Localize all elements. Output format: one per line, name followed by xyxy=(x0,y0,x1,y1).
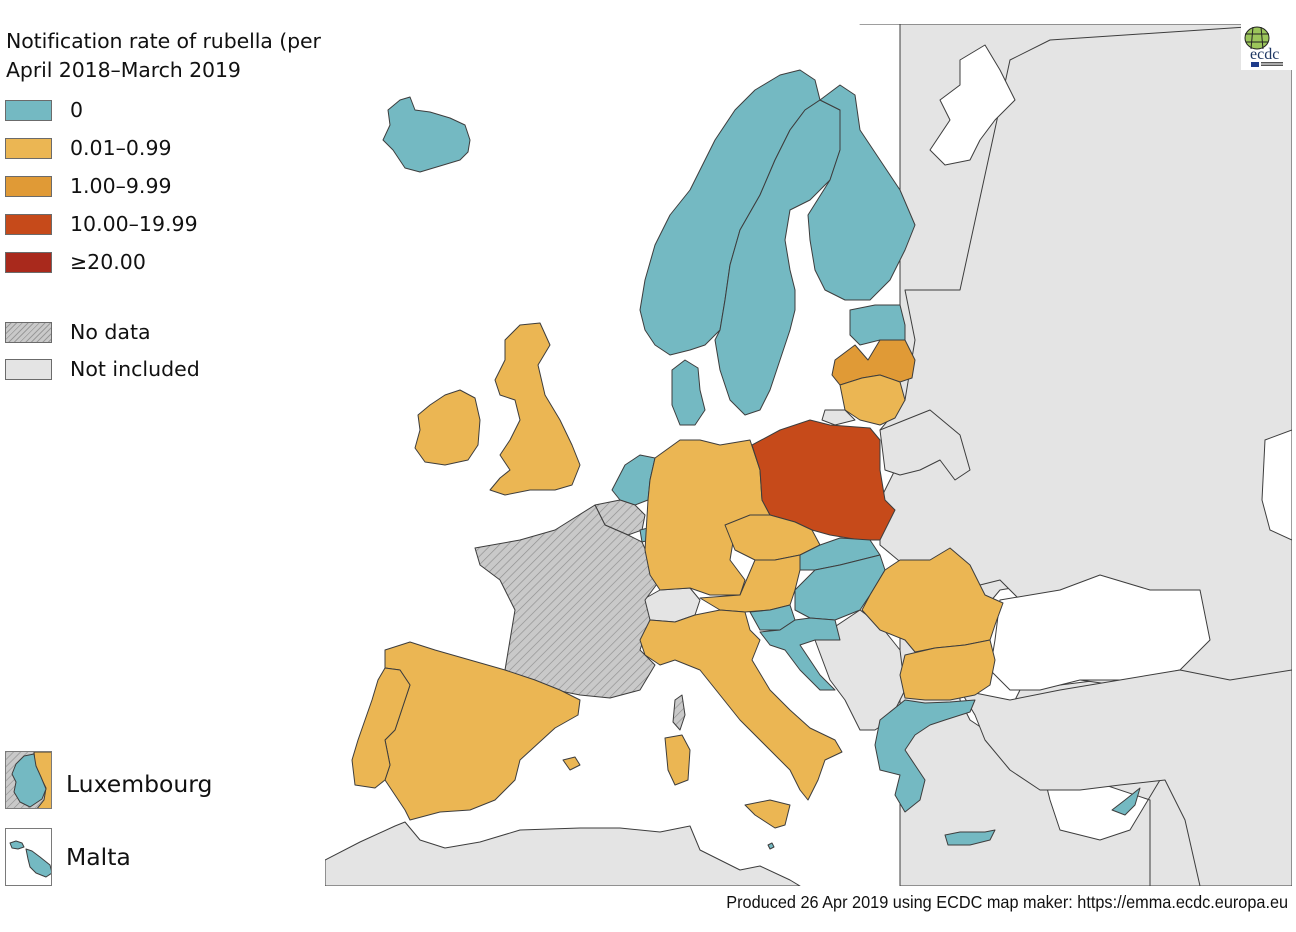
legend-swatch-very-high xyxy=(5,252,52,273)
legend-label: 0 xyxy=(70,98,84,122)
country-italy-sicily xyxy=(744,799,791,829)
malta-inset xyxy=(5,828,52,886)
country-germany xyxy=(644,439,771,596)
legend-label: 1.00–9.99 xyxy=(70,174,172,198)
legend-label: 10.00–19.99 xyxy=(70,212,198,236)
luxembourg-inset-label: Luxembourg xyxy=(66,770,213,798)
ecdc-logo: ecdc xyxy=(1241,24,1293,70)
legend-swatch-mid xyxy=(5,176,52,197)
country-malta xyxy=(767,842,775,850)
country-finland xyxy=(807,84,916,301)
country-united-kingdom xyxy=(489,322,581,496)
luxembourg-inset-map xyxy=(6,752,51,808)
legend-item-not-included: Not included xyxy=(5,357,265,383)
malta-inset-map xyxy=(9,840,51,878)
country-estonia xyxy=(849,304,906,346)
ecdc-globe-icon: ecdc xyxy=(1244,26,1283,67)
legend-swatch-not-included xyxy=(5,359,52,380)
map-footer-credit: Produced 26 Apr 2019 using ECDC map make… xyxy=(726,892,1288,912)
legend-item-zero: 0 xyxy=(5,98,265,124)
legend-swatch-high xyxy=(5,214,52,235)
ecdc-logo-text: ecdc xyxy=(1250,46,1279,63)
region-belarus xyxy=(879,409,971,481)
white-sea xyxy=(929,44,1016,166)
country-cyprus xyxy=(1111,787,1141,816)
country-poland xyxy=(751,419,896,541)
country-ireland xyxy=(414,389,481,466)
legend-label: 0.01–0.99 xyxy=(70,136,172,160)
legend-item-high: 10.00–19.99 xyxy=(5,212,265,238)
legend-item-no-data: No data xyxy=(5,320,265,346)
country-romania xyxy=(861,547,1004,653)
country-croatia xyxy=(759,617,841,691)
legend-swatch-low xyxy=(5,138,52,159)
country-italy xyxy=(639,609,843,801)
luxembourg-inset xyxy=(5,751,52,809)
country-france xyxy=(474,504,661,699)
legend-swatch-no-data xyxy=(5,322,52,343)
legend-item-very-high: ≥20.00 xyxy=(5,250,265,276)
legend-label: Not included xyxy=(70,357,200,381)
legend-label: No data xyxy=(70,320,151,344)
country-greece-crete xyxy=(944,829,996,846)
country-bulgaria xyxy=(899,639,996,701)
country-iceland xyxy=(382,96,471,173)
legend-item-low: 0.01–0.99 xyxy=(5,136,265,162)
europe-map xyxy=(325,24,1292,886)
malta-inset-label: Malta xyxy=(66,843,131,871)
country-italy-sardinia xyxy=(664,734,691,786)
map-title-line-2: April 2018–March 2019 xyxy=(6,58,241,82)
country-portugal xyxy=(351,667,411,789)
legend-item-mid: 1.00–9.99 xyxy=(5,174,265,200)
caspian-sea xyxy=(1261,429,1292,541)
region-kaliningrad xyxy=(821,409,856,426)
country-sweden xyxy=(714,99,841,416)
region-north-africa xyxy=(325,821,801,886)
country-denmark xyxy=(671,359,706,426)
legend-swatch-zero xyxy=(5,100,52,121)
region-turkey xyxy=(959,669,1292,886)
country-spain-balearic xyxy=(562,756,581,771)
legend-label: ≥20.00 xyxy=(70,250,146,274)
country-lithuania xyxy=(839,374,906,426)
country-france-corsica xyxy=(672,694,686,731)
country-greece xyxy=(874,699,976,813)
